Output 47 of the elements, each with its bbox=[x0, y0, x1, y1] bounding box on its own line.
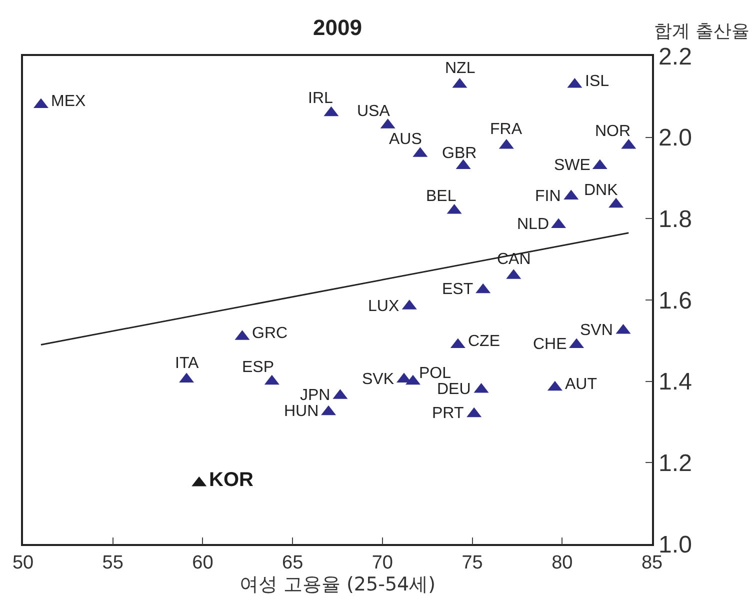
y-axis-title: 합계 출산율 bbox=[654, 21, 750, 42]
chart-title: 2009 bbox=[313, 15, 362, 40]
x-tick-label: 80 bbox=[552, 552, 573, 574]
annotation: NZL bbox=[445, 60, 476, 77]
annotation: AUS bbox=[389, 131, 422, 148]
annotation: ISL bbox=[585, 73, 610, 90]
y-tick-label: 1.2 bbox=[658, 450, 692, 478]
annotation: PRT bbox=[432, 405, 464, 422]
annotation: FRA bbox=[490, 121, 522, 138]
series-label: KOR bbox=[209, 469, 254, 491]
x-tick-label: 55 bbox=[102, 552, 124, 574]
annotation: GBR bbox=[442, 145, 477, 162]
annotation: DNK bbox=[584, 182, 618, 199]
annotation: USA bbox=[357, 103, 390, 120]
y-tick-label: 2.0 bbox=[658, 124, 692, 152]
annotation: LUX bbox=[368, 298, 400, 315]
annotation: NOR bbox=[595, 123, 631, 140]
annotation: CHE bbox=[533, 336, 567, 353]
annotation: ESP bbox=[242, 359, 274, 376]
annotation: POL bbox=[419, 365, 452, 382]
x-axis-title: 여성 고용율 (25-54세) bbox=[239, 574, 436, 596]
annotation: SVK bbox=[362, 371, 394, 388]
y-tick-label: 1.8 bbox=[658, 206, 692, 234]
annotation: SVN bbox=[580, 322, 613, 339]
annotation: MEX bbox=[51, 93, 86, 110]
y-tick-label: 1.6 bbox=[658, 287, 692, 314]
annotation: DEU bbox=[437, 381, 471, 398]
annotation: ITA bbox=[175, 355, 200, 372]
annotation: JPN bbox=[300, 387, 330, 404]
x-tick-label: 50 bbox=[12, 552, 34, 574]
y-tick-label: 2.2 bbox=[658, 43, 692, 70]
annotation: EST bbox=[442, 281, 474, 298]
x-tick-label: 75 bbox=[462, 552, 483, 574]
x-tick-label: 65 bbox=[282, 552, 304, 574]
annotation: CZE bbox=[468, 333, 500, 350]
annotation: NLD bbox=[517, 216, 550, 233]
annotation: FIN bbox=[535, 188, 561, 205]
x-tick-label: 85 bbox=[641, 552, 663, 574]
annotation: BEL bbox=[426, 188, 456, 205]
annotation: IRL bbox=[308, 90, 333, 107]
y-tick-label: 1.4 bbox=[658, 368, 692, 396]
annotation: AUT bbox=[565, 376, 598, 393]
x-tick-label: 60 bbox=[192, 552, 214, 574]
x-tick-label: 70 bbox=[372, 552, 393, 574]
annotation: HUN bbox=[284, 403, 319, 420]
annotation: GRC bbox=[252, 325, 288, 342]
annotation: SWE bbox=[554, 157, 590, 174]
